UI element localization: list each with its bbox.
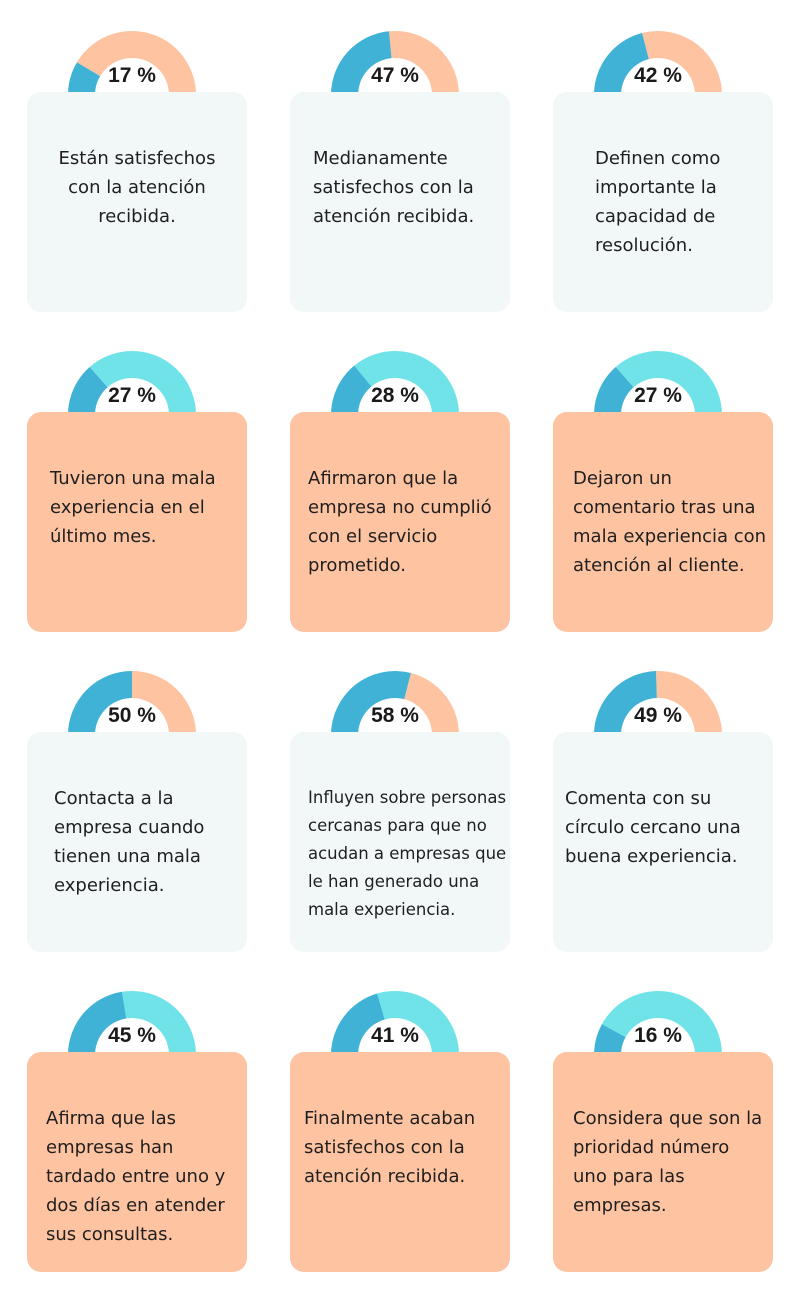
gauge-svg <box>594 31 722 92</box>
half-donut-gauge <box>330 990 460 1052</box>
gauge-remainder-segment <box>388 31 459 92</box>
half-donut-gauge <box>67 670 197 732</box>
half-donut-gauge <box>67 30 197 92</box>
card-body: Afirmaron que la empresa no cumplió con … <box>290 412 510 632</box>
half-donut-gauge <box>67 990 197 1052</box>
stat-description: Comenta con su círculo cercano una buena… <box>565 788 741 867</box>
stat-card-6: 27 % Dejaron un comentario tras una mala… <box>553 350 773 632</box>
gauge-value-segment <box>68 671 132 732</box>
stat-description: Están satisfechos con la atención recibi… <box>58 148 216 227</box>
card-body: Definen como importante la capacidad de … <box>553 92 773 312</box>
gauge-remainder-segment <box>377 991 459 1052</box>
card-body: Comenta con su círculo cercano una buena… <box>553 732 773 952</box>
gauge-remainder-segment <box>615 351 722 412</box>
card-body: Están satisfechos con la atención recibi… <box>27 92 247 312</box>
stat-description: Considera que son la prioridad número un… <box>573 1108 763 1216</box>
gauge-svg <box>68 991 196 1052</box>
card-body: Influyen sobre personas cercanas para qu… <box>290 732 510 952</box>
card-body: Finalmente acaban satisfechos con la ate… <box>290 1052 510 1272</box>
percent-label: 47 % <box>371 64 419 87</box>
stat-card-9: 49 % Comenta con su círculo cercano una … <box>553 670 773 952</box>
half-donut-gauge <box>330 350 460 412</box>
percent-label: 27 % <box>108 384 156 407</box>
card-body: Dejaron un comentario tras una mala expe… <box>553 412 773 632</box>
stat-card-7: 50 % Contacta a la empresa cuando tienen… <box>27 670 247 952</box>
gauge-svg <box>594 351 722 412</box>
gauge-remainder-segment <box>404 673 459 732</box>
percent-label: 49 % <box>634 704 682 727</box>
gauge-svg <box>331 351 459 412</box>
gauge-remainder-segment <box>354 351 459 412</box>
gauge-svg <box>331 671 459 732</box>
stat-card-1: 17 % Están satisfechos con la atención r… <box>27 30 247 312</box>
stat-card-3: 42 % Definen como importante la capacida… <box>553 30 773 312</box>
card-body: Considera que son la prioridad número un… <box>553 1052 773 1272</box>
stat-description: Influyen sobre personas cercanas para qu… <box>308 788 507 919</box>
card-body: Contacta a la empresa cuando tienen una … <box>27 732 247 952</box>
stat-card-12: 16 % Considera que son la prioridad núme… <box>553 990 773 1272</box>
card-body: Medianamente satisfechos con la atención… <box>290 92 510 312</box>
gauge-remainder-segment <box>132 671 196 732</box>
stat-card-2: 47 % Medianamente satisfechos con la ate… <box>290 30 510 312</box>
stat-description: Afirma que las empresas han tardado entr… <box>46 1108 226 1245</box>
half-donut-gauge <box>593 990 723 1052</box>
gauge-svg <box>68 351 196 412</box>
half-donut-gauge <box>330 670 460 732</box>
gauge-remainder-segment <box>121 991 196 1052</box>
stat-description: Definen como importante la capacidad de … <box>595 148 721 256</box>
percent-label: 17 % <box>108 64 156 87</box>
gauge-svg <box>331 31 459 92</box>
percent-label: 28 % <box>371 384 419 407</box>
stat-description: Dejaron un comentario tras una mala expe… <box>573 468 767 576</box>
gauge-svg <box>331 991 459 1052</box>
gauge-value-segment <box>68 366 108 412</box>
half-donut-gauge <box>67 350 197 412</box>
gauge-value-segment <box>594 671 657 732</box>
gauge-remainder-segment <box>601 991 722 1052</box>
card-body: Afirma que las empresas han tardado entr… <box>27 1052 247 1272</box>
stat-card-8: 58 % Influyen sobre personas cercanas pa… <box>290 670 510 952</box>
gauge-value-segment <box>68 62 101 92</box>
percent-label: 50 % <box>108 704 156 727</box>
gauge-svg <box>594 671 722 732</box>
gauge-value-segment <box>331 671 411 732</box>
half-donut-gauge <box>593 30 723 92</box>
stat-description: Tuvieron una mala experiencia en el últi… <box>50 468 216 547</box>
gauge-remainder-segment <box>76 31 196 92</box>
gauge-svg <box>594 991 722 1052</box>
stat-description: Contacta a la empresa cuando tienen una … <box>54 788 205 896</box>
stat-description: Medianamente satisfechos con la atención… <box>313 148 475 227</box>
stat-card-5: 28 % Afirmaron que la empresa no cumplió… <box>290 350 510 632</box>
gauge-remainder-segment <box>655 671 722 732</box>
gauge-value-segment <box>331 365 372 412</box>
gauge-value-segment <box>331 31 392 92</box>
half-donut-gauge <box>593 350 723 412</box>
card-body: Tuvieron una mala experiencia en el últi… <box>27 412 247 632</box>
gauge-value-segment <box>68 991 127 1052</box>
gauge-remainder-segment <box>89 351 196 412</box>
gauge-value-segment <box>594 33 649 92</box>
percent-label: 58 % <box>371 704 419 727</box>
percent-label: 27 % <box>634 384 682 407</box>
percent-label: 45 % <box>108 1024 156 1047</box>
percent-label: 42 % <box>634 64 682 87</box>
percent-label: 41 % <box>371 1024 419 1047</box>
stat-card-4: 27 % Tuvieron una mala experiencia en el… <box>27 350 247 632</box>
gauge-svg <box>68 671 196 732</box>
stat-description: Afirmaron que la empresa no cumplió con … <box>308 468 492 576</box>
gauge-value-segment <box>594 366 634 412</box>
percent-label: 16 % <box>634 1024 682 1047</box>
gauge-value-segment <box>594 1024 626 1052</box>
half-donut-gauge <box>593 670 723 732</box>
gauge-value-segment <box>331 993 385 1052</box>
gauge-svg <box>68 31 196 92</box>
stat-card-10: 45 % Afirma que las empresas han tardado… <box>27 990 247 1272</box>
gauge-remainder-segment <box>642 31 722 92</box>
stat-card-11: 41 % Finalmente acaban satisfechos con l… <box>290 990 510 1272</box>
half-donut-gauge <box>330 30 460 92</box>
stat-description: Finalmente acaban satisfechos con la ate… <box>304 1108 476 1187</box>
